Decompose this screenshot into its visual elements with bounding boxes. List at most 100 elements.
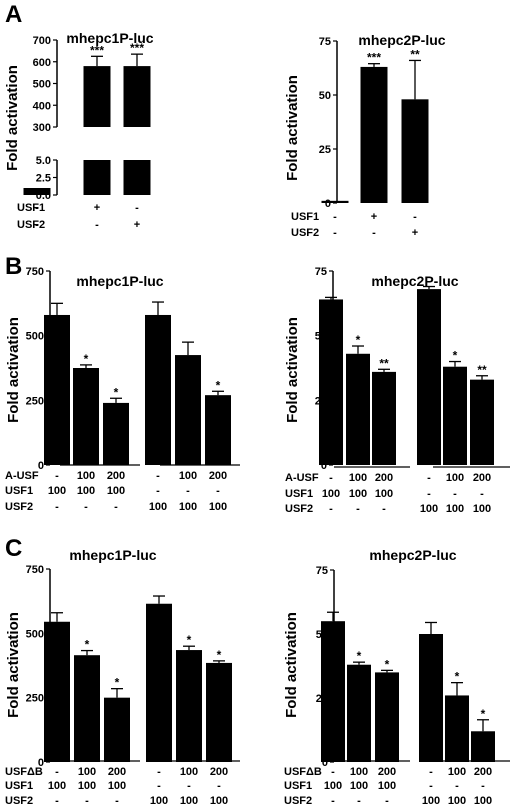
c4-ytick-label-3: 75	[315, 266, 327, 278]
c3-condition-1-value-0: 100	[48, 485, 66, 497]
c3-bar-0	[44, 314, 70, 465]
c3-significance-5: *	[216, 378, 221, 392]
c2-ylabel: Fold activation	[284, 75, 301, 181]
c5-condition-2-value-3: 100	[150, 795, 168, 806]
c4-condition-2-value-5: 100	[473, 503, 491, 515]
c1-ytick-label-upper-4: 700	[33, 35, 51, 47]
c6-bar-3	[419, 634, 443, 762]
c4-condition-1-value-0: 100	[322, 488, 340, 500]
c5-significance-1: *	[85, 638, 90, 652]
c5-condition-label-0: USFΔB	[5, 766, 43, 778]
c4-condition-1-value-2: 100	[375, 488, 393, 500]
c4-condition-label-2: USF2	[285, 503, 313, 515]
c1-bar-2-lower	[123, 160, 151, 195]
c4-condition-2-value-3: 100	[420, 503, 438, 515]
c5-condition-0-value-4: 100	[180, 766, 198, 778]
c6-condition-2-value-2: -	[385, 795, 389, 806]
c1-title: mhepc1P-luc	[66, 30, 153, 46]
c2-ytick-label-1: 25	[319, 144, 331, 156]
c1-panel-label: A	[5, 1, 22, 28]
c4-condition-0-value-4: 100	[446, 472, 464, 484]
c5-bar-3	[146, 603, 172, 762]
c1-condition-0-value-0: -	[35, 202, 39, 214]
c6-condition-2-value-3: 100	[422, 795, 440, 806]
c6-condition-1-value-0: 100	[324, 780, 342, 792]
c6-condition-0-value-3: -	[429, 766, 433, 778]
c1-condition-1-value-1: -	[95, 219, 99, 231]
c1-significance-2: ***	[130, 41, 144, 55]
c5-condition-1-value-2: 100	[108, 780, 126, 792]
c1-condition-1-value-0: -	[35, 219, 39, 231]
c3-bar-3	[145, 314, 171, 465]
c4-condition-1-value-5: -	[480, 488, 484, 500]
c3-bar-4	[175, 355, 201, 465]
c1-bar-2-upper	[123, 66, 151, 127]
c3-bar-2	[103, 402, 129, 465]
c5-significance-2: *	[115, 676, 120, 690]
c4-condition-0-value-2: 200	[375, 472, 393, 484]
c3-condition-2-value-3: 100	[149, 501, 167, 513]
c4-significance-2: **	[379, 356, 389, 370]
c5-ytick-label-3: 750	[26, 564, 44, 576]
c5-title: mhepc1P-luc	[69, 547, 156, 563]
c6-condition-2-value-1: -	[357, 795, 361, 806]
c5-condition-0-value-2: 200	[108, 766, 126, 778]
c4-bar-4	[443, 366, 467, 465]
c5-bar-4	[176, 650, 202, 762]
c3-condition-label-0: A-USF	[5, 470, 39, 482]
c4-ytick-label-0: 0	[321, 460, 327, 472]
c1-bar-1-upper	[83, 66, 111, 127]
c2-condition-1-value-0: -	[333, 227, 337, 239]
c6-condition-0-value-0: -	[331, 766, 335, 778]
c6-condition-label-1: USF1	[284, 780, 312, 792]
c5-condition-0-value-0: -	[55, 766, 59, 778]
c5-condition-label-1: USF1	[5, 780, 33, 792]
c4-condition-2-value-2: -	[382, 503, 386, 515]
c4-title: mhepc2P-luc	[371, 273, 458, 289]
c6-ylabel: Fold activation	[283, 612, 300, 718]
c1-ytick-label-upper-0: 300	[33, 122, 51, 134]
c4-ylabel: Fold activation	[284, 317, 301, 423]
c3-significance-1: *	[84, 352, 89, 366]
c3-condition-0-value-2: 200	[107, 470, 125, 482]
c2-significance-1: ***	[367, 51, 381, 65]
c5-bar-5	[206, 662, 232, 762]
c6-condition-1-value-4: -	[455, 780, 459, 792]
c4-condition-2-value-4: 100	[446, 503, 464, 515]
c1-condition-1-value-2: +	[134, 219, 140, 231]
c5-ytick-label-0: 0	[38, 757, 44, 769]
c6-bar-1	[347, 664, 371, 762]
c2-condition-1-value-2: +	[412, 227, 418, 239]
c3-condition-1-value-2: 100	[107, 485, 125, 497]
c6-condition-0-value-5: 200	[474, 766, 492, 778]
c6-condition-1-value-5: -	[481, 780, 485, 792]
c5-ytick-label-1: 250	[26, 693, 44, 705]
c5-significance-5: *	[217, 648, 222, 662]
c3-condition-0-value-3: -	[156, 470, 160, 482]
c1-ylabel: Fold activation	[4, 65, 21, 171]
c3-condition-2-value-4: 100	[179, 501, 197, 513]
c3-condition-1-value-5: -	[216, 485, 220, 497]
c1-bar-0	[23, 188, 51, 195]
c4-bar-5	[470, 379, 494, 465]
c3-condition-2-value-5: 100	[209, 501, 227, 513]
c5-condition-1-value-0: 100	[48, 780, 66, 792]
c1-condition-label-0: USF1	[17, 202, 45, 214]
c5-condition-2-value-4: 100	[180, 795, 198, 806]
c6-bar-5	[471, 731, 495, 762]
c3-condition-1-value-3: -	[156, 485, 160, 497]
c4-condition-0-value-3: -	[427, 472, 431, 484]
c5-condition-1-value-5: -	[217, 780, 221, 792]
c4-significance-1: *	[356, 333, 361, 347]
c1-ytick-label-upper-3: 600	[33, 57, 51, 69]
c5-bar-1	[74, 655, 100, 762]
c3-condition-label-2: USF2	[5, 501, 33, 513]
c5-bar-0	[44, 621, 70, 762]
c6-significance-1: *	[357, 649, 362, 663]
c1-ytick-label-lower-1: 2.5	[36, 173, 51, 185]
c5-condition-2-value-5: 100	[210, 795, 228, 806]
c4-condition-1-value-3: -	[427, 488, 431, 500]
c3-condition-2-value-1: -	[84, 501, 88, 513]
c6-ytick-label-0: 0	[322, 757, 328, 769]
